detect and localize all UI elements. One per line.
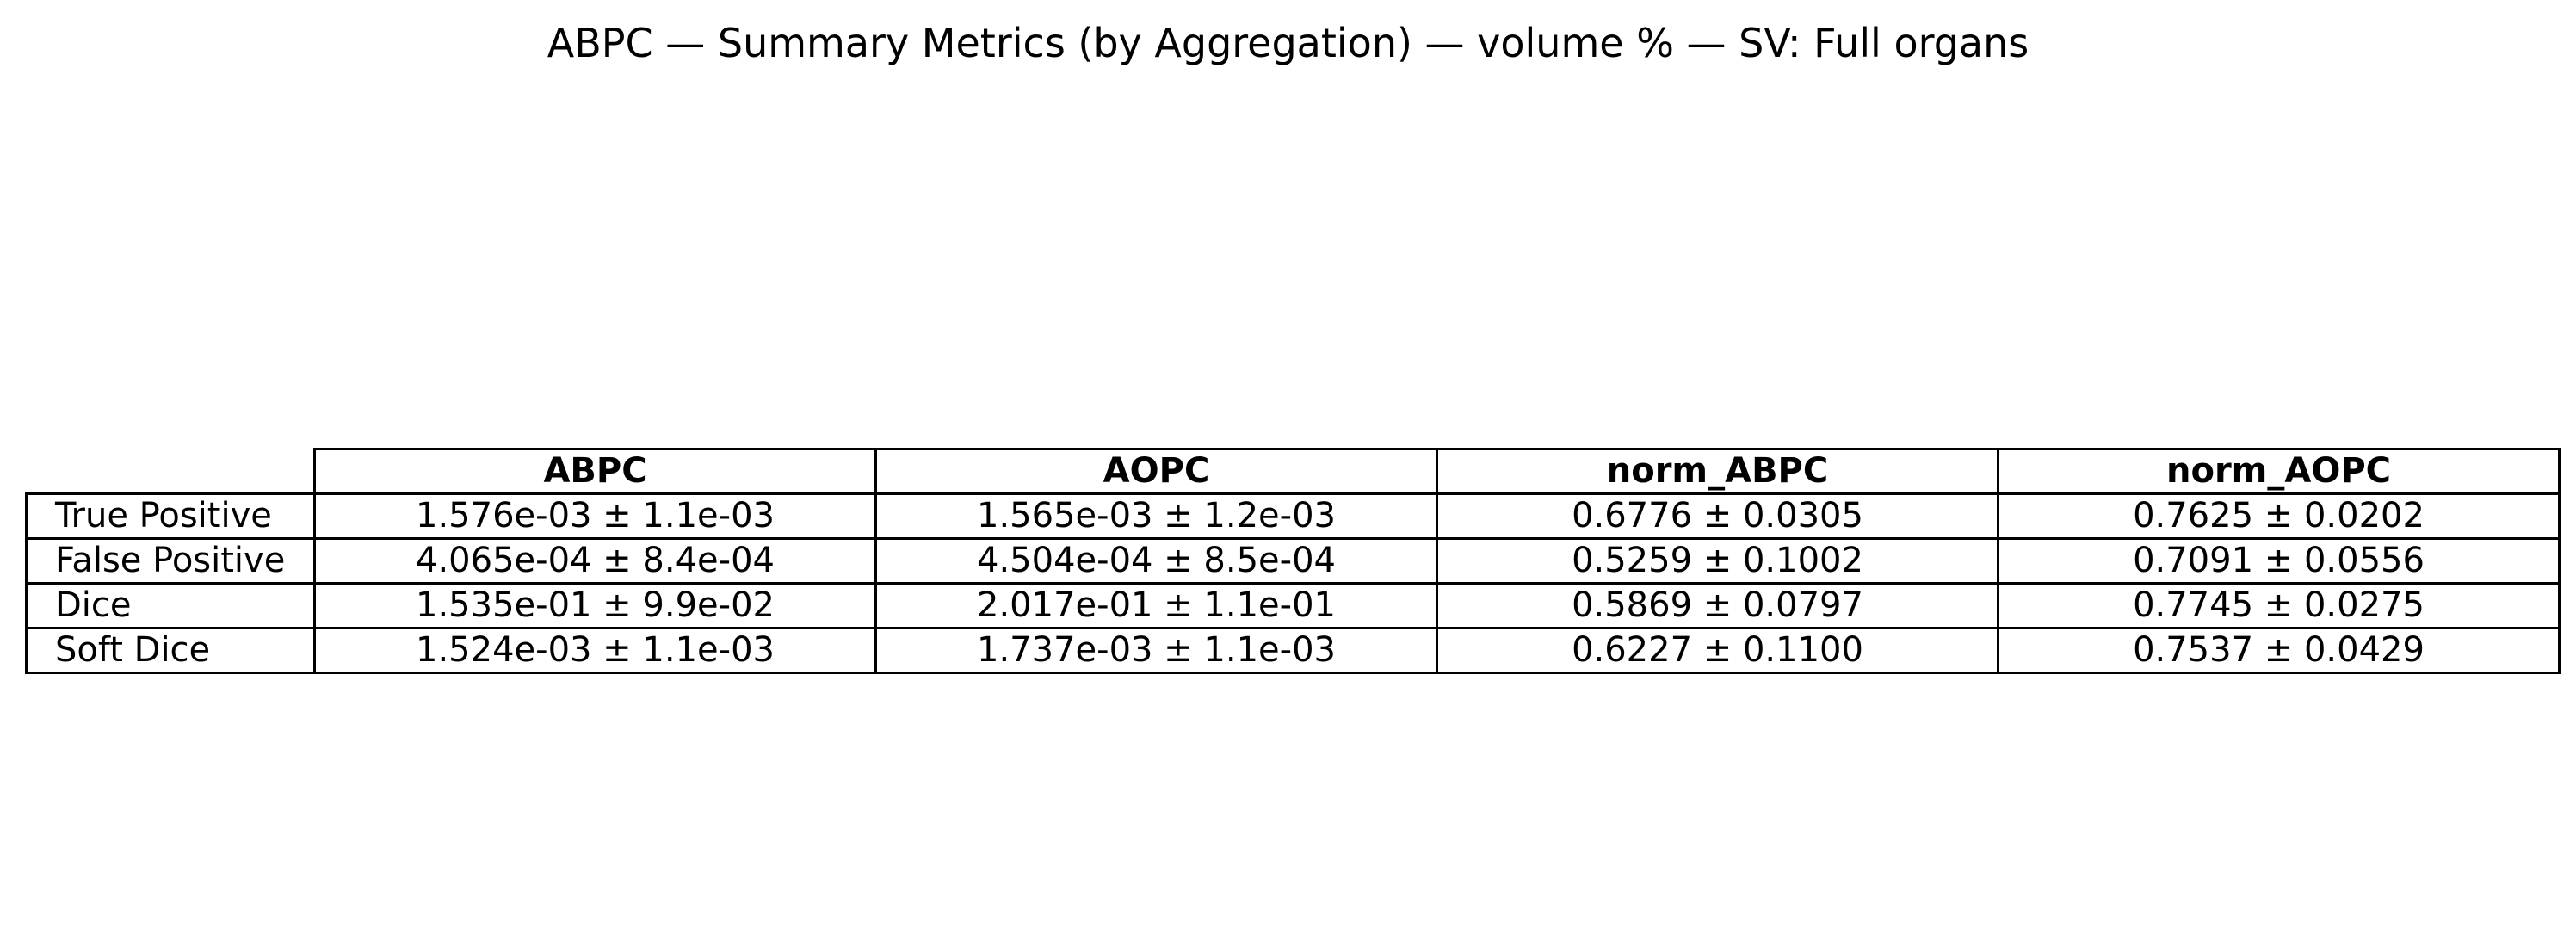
corner-cell — [26, 449, 316, 495]
table-row: True Positive 1.576e-03 ± 1.1e-03 1.565e… — [25, 492, 2561, 540]
table-cell: 0.6227 ± 0.1100 — [1436, 627, 1999, 674]
table-cell: 1.576e-03 ± 1.1e-03 — [313, 492, 877, 540]
table-cell: 0.7537 ± 0.0429 — [1997, 627, 2561, 674]
row-label-soft-dice: Soft Dice — [25, 627, 316, 674]
table-cell: 0.6776 ± 0.0305 — [1436, 492, 1999, 540]
table-cell: 0.7091 ± 0.0556 — [1997, 537, 2561, 585]
table-row: Soft Dice 1.524e-03 ± 1.1e-03 1.737e-03 … — [25, 627, 2561, 674]
header-row: ABPC AOPC norm_ABPC norm_AOPC — [26, 448, 2561, 495]
table-cell: 4.065e-04 ± 8.4e-04 — [313, 537, 877, 585]
metrics-table: ABPC AOPC norm_ABPC norm_AOPC True Posit… — [25, 448, 2561, 674]
table-cell: 0.5869 ± 0.0797 — [1436, 582, 1999, 629]
table-cell: 1.565e-03 ± 1.2e-03 — [874, 492, 1438, 540]
table-cell: 0.7625 ± 0.0202 — [1997, 492, 2561, 540]
table-row: Dice 1.535e-01 ± 9.9e-02 2.017e-01 ± 1.1… — [25, 582, 2561, 629]
chart-title: ABPC — Summary Metrics (by Aggregation) … — [547, 20, 2029, 66]
table-cell: 1.524e-03 ± 1.1e-03 — [313, 627, 877, 674]
row-label-false-positive: False Positive — [25, 537, 316, 585]
row-label-true-positive: True Positive — [25, 492, 316, 540]
column-header-aopc: AOPC — [874, 448, 1438, 495]
table-row: False Positive 4.065e-04 ± 8.4e-04 4.504… — [25, 537, 2561, 585]
column-header-norm-abpc: norm_ABPC — [1436, 448, 1999, 495]
table-cell: 0.7745 ± 0.0275 — [1997, 582, 2561, 629]
table-cell: 1.737e-03 ± 1.1e-03 — [874, 627, 1438, 674]
table-cell: 2.017e-01 ± 1.1e-01 — [874, 582, 1438, 629]
table-cell: 4.504e-04 ± 8.5e-04 — [874, 537, 1438, 585]
column-header-abpc: ABPC — [313, 448, 877, 495]
column-header-norm-aopc: norm_AOPC — [1997, 448, 2561, 495]
table-cell: 1.535e-01 ± 9.9e-02 — [313, 582, 877, 629]
table-cell: 0.5259 ± 0.1002 — [1436, 537, 1999, 585]
row-label-dice: Dice — [25, 582, 316, 629]
